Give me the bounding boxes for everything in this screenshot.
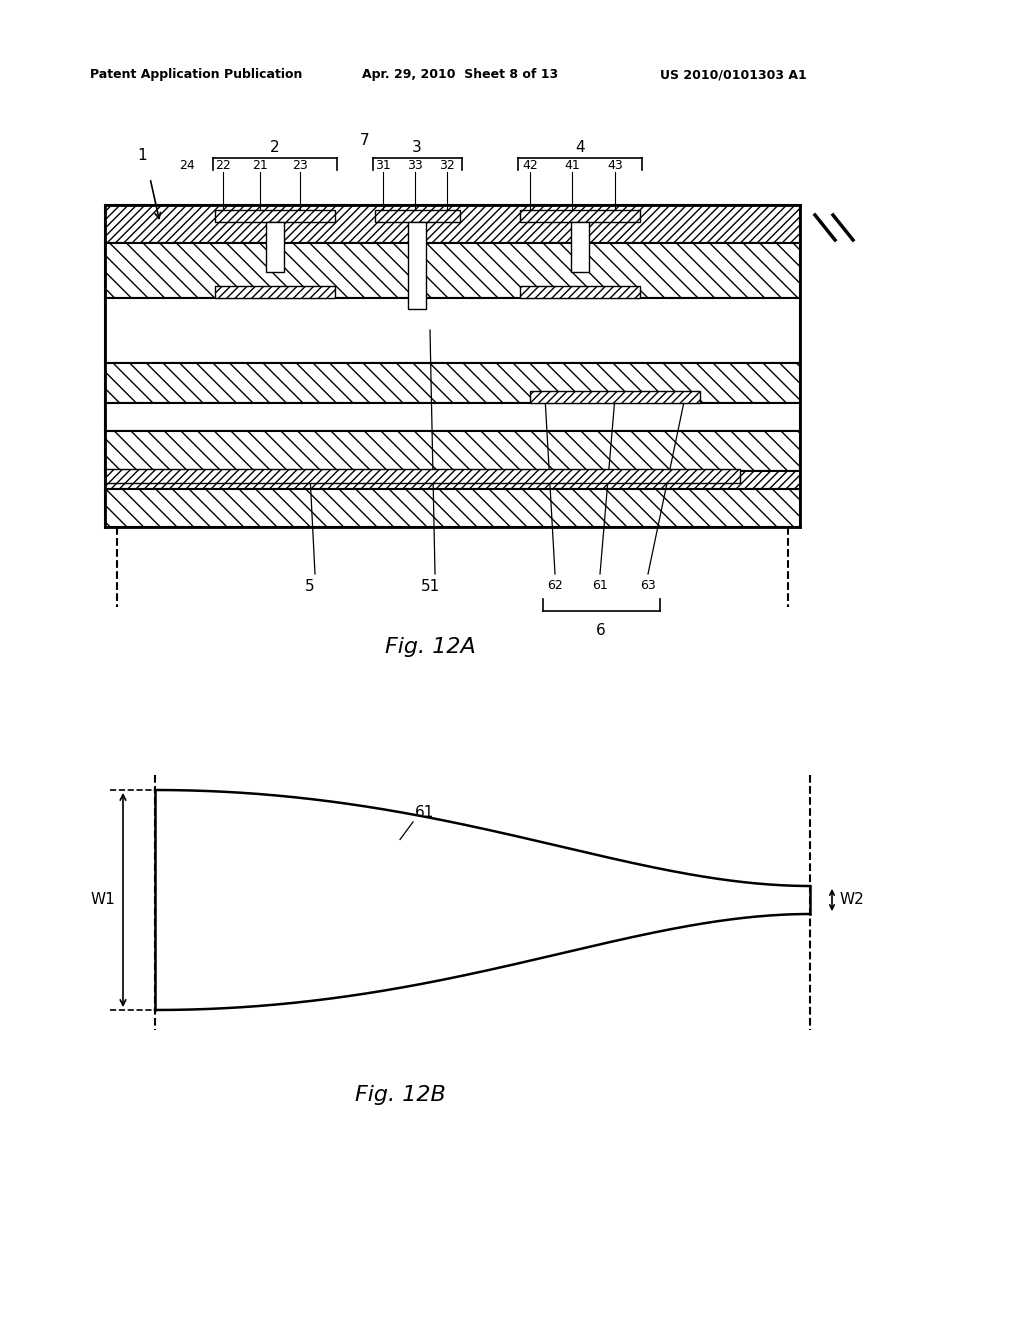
Text: 21: 21	[252, 158, 268, 172]
Text: Fig. 12A: Fig. 12A	[385, 638, 475, 657]
Bar	[105, 469, 740, 483]
Text: 6: 6	[596, 623, 606, 638]
Text: 61: 61	[592, 579, 608, 591]
Bar	[215, 210, 335, 222]
Text: 22: 22	[215, 158, 230, 172]
Bar	[105, 205, 800, 243]
Text: 41: 41	[564, 158, 580, 172]
Bar	[105, 403, 800, 432]
Text: 62: 62	[547, 579, 563, 591]
Text: W2: W2	[840, 892, 864, 908]
Bar	[105, 471, 800, 488]
Bar	[105, 298, 800, 363]
Text: 4: 4	[575, 140, 585, 154]
Text: 5: 5	[305, 579, 314, 594]
Text: 24: 24	[179, 158, 195, 172]
Bar	[408, 222, 426, 309]
Text: 63: 63	[640, 579, 656, 591]
Text: Patent Application Publication: Patent Application Publication	[90, 69, 302, 81]
Bar	[215, 286, 335, 298]
Bar	[105, 363, 800, 403]
Bar	[375, 210, 460, 222]
Text: 61: 61	[415, 805, 434, 820]
Text: 7: 7	[360, 133, 370, 148]
Text: 3: 3	[412, 140, 422, 154]
Bar	[520, 210, 640, 222]
Text: 1: 1	[137, 148, 146, 162]
Text: 23: 23	[292, 158, 308, 172]
Bar	[530, 391, 700, 403]
Text: 2: 2	[270, 140, 280, 154]
Bar	[266, 222, 284, 272]
Bar	[105, 488, 800, 527]
Bar	[520, 286, 640, 298]
Bar	[571, 222, 589, 272]
Text: 51: 51	[421, 579, 439, 594]
Text: 33: 33	[408, 158, 423, 172]
Text: 31: 31	[375, 158, 391, 172]
Text: US 2010/0101303 A1: US 2010/0101303 A1	[660, 69, 807, 81]
Bar	[105, 432, 800, 471]
Text: Apr. 29, 2010  Sheet 8 of 13: Apr. 29, 2010 Sheet 8 of 13	[362, 69, 558, 81]
Text: 32: 32	[439, 158, 455, 172]
Text: Fig. 12B: Fig. 12B	[354, 1085, 445, 1105]
Text: 43: 43	[607, 158, 623, 172]
Text: 42: 42	[522, 158, 538, 172]
Text: W1: W1	[90, 892, 115, 908]
Bar	[105, 243, 800, 298]
